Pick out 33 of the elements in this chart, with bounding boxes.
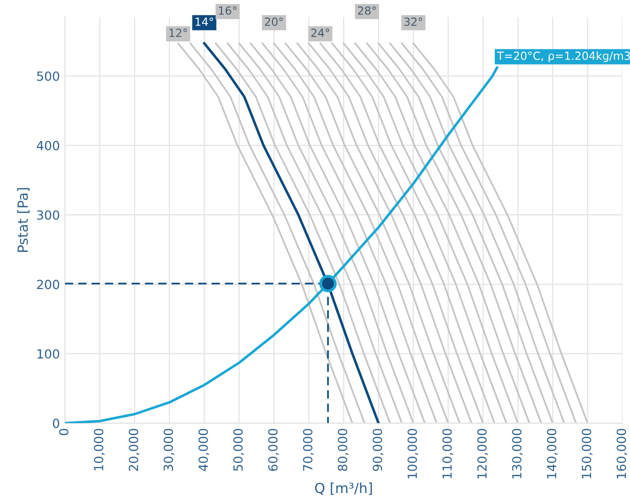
text: 16° <box>219 6 236 15</box>
series-label: 20° <box>264 18 283 26</box>
x-tick-label: 60,000 <box>268 428 279 471</box>
text: 28° <box>358 6 376 15</box>
series-label: 24° <box>311 28 330 37</box>
series-label: 12° <box>170 28 187 37</box>
y-tick-label: 400 <box>36 140 60 150</box>
x-tick-label: 80,000 <box>338 428 349 471</box>
x-tick-label: 0 <box>59 428 69 436</box>
x-tick-label: 50,000 <box>233 428 244 471</box>
x-tick-label: 40,000 <box>198 428 210 472</box>
y-tick-label: 300 <box>37 210 60 220</box>
y-tick-label: 0 <box>52 418 60 428</box>
x-tick-label: 140,000 <box>546 428 558 478</box>
series-label: 32° <box>404 18 422 26</box>
x-tick-label: 70,000 <box>302 428 314 471</box>
x-tick-label: 20,000 <box>128 428 140 471</box>
x-tick-label: 10,000 <box>94 428 105 470</box>
x-tick-label: 150,000 <box>582 428 592 478</box>
series-label: 14° <box>196 18 214 26</box>
x-tick-label: 90,000 <box>372 428 384 471</box>
x-tick-label: 100,000 <box>408 428 418 478</box>
y-tick-label: 200 <box>37 280 60 290</box>
series-label: T=20°C, ρ=1.204kg/m3 <box>496 51 630 62</box>
y-tick-label: 500 <box>37 71 60 81</box>
x-tick-label: 110,000 <box>442 428 454 478</box>
x-tick-label: 130,000 <box>512 428 523 478</box>
y-axis-title: Pstat [Pa] <box>17 188 30 252</box>
x-tick-label: 160,000 <box>616 428 628 478</box>
x-axis-title: Q [m³/h] <box>315 482 372 495</box>
y-tick-label: 100 <box>38 349 60 359</box>
x-tick-label: 120,000 <box>477 428 488 478</box>
x-tick-label: 30,000 <box>164 428 174 471</box>
